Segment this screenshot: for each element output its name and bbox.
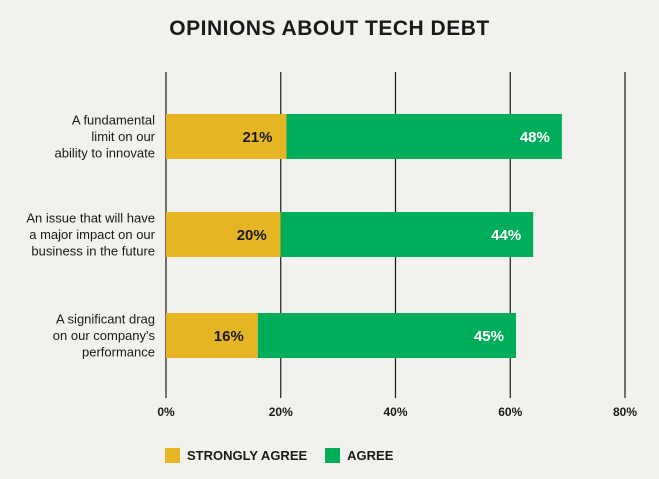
category-label: business in the future — [31, 244, 155, 259]
data-label: 21% — [242, 129, 272, 146]
legend-swatch-strongly-agree — [165, 448, 180, 463]
chart-title: OPINIONS ABOUT TECH DEBT — [169, 17, 490, 40]
data-label: 16% — [214, 328, 244, 345]
bar-strongly-agree — [166, 212, 281, 257]
category-label: A fundamental — [72, 113, 155, 128]
bar-strongly-agree — [166, 114, 287, 159]
legend-swatch-agree — [325, 448, 341, 463]
category-label: An issue that will have — [26, 211, 155, 226]
category-label: A significant drag — [56, 312, 155, 327]
legend-item-strongly-agree: STRONGLY AGREE — [165, 448, 307, 463]
x-tick-label: 80% — [613, 405, 637, 419]
category-label: performance — [82, 345, 155, 360]
legend-label-agree: AGREE — [347, 448, 394, 463]
legend: STRONGLY AGREE AGREE — [165, 448, 411, 463]
data-label: 45% — [474, 328, 504, 345]
bar-agree — [280, 212, 534, 257]
x-tick-label: 60% — [498, 405, 522, 419]
bar-agree — [257, 313, 516, 358]
data-label: 48% — [520, 129, 550, 146]
x-tick-label: 0% — [157, 405, 175, 419]
legend-label-strongly-agree: STRONGLY AGREE — [187, 448, 308, 463]
data-label: 20% — [237, 227, 267, 244]
category-label: limit on our — [91, 129, 155, 144]
data-label: 44% — [491, 227, 521, 244]
x-tick-label: 40% — [383, 405, 407, 419]
legend-item-agree: AGREE — [325, 448, 393, 463]
category-label: a major impact on our — [29, 227, 155, 242]
category-label: on our company's — [53, 328, 156, 343]
bar-agree — [286, 114, 562, 159]
bar-strongly-agree — [166, 313, 258, 358]
category-label: ability to innovate — [55, 146, 155, 161]
x-tick-label: 20% — [269, 405, 293, 419]
